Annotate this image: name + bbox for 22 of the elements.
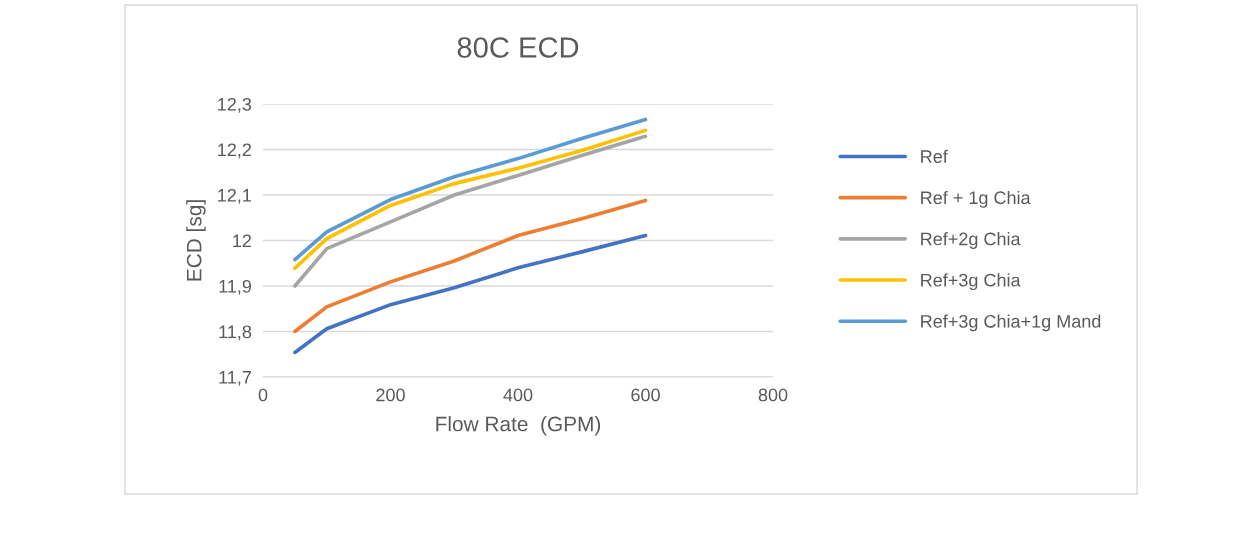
line-series <box>293 198 648 334</box>
y-axis-title: ECD [sg] <box>186 200 206 281</box>
legend-label: Ref <box>921 149 948 163</box>
y-tick-label: 11,8 <box>219 325 252 341</box>
y-tick-label: 12,2 <box>218 143 251 159</box>
chart-title: 80C ECD <box>457 37 579 58</box>
line-series <box>293 233 648 355</box>
x-tick-label: 400 <box>503 388 533 402</box>
y-tick-label: 11,7 <box>219 371 251 386</box>
legend-label: Ref+3g Chia+1g Mand <box>921 314 1101 332</box>
x-tick-label: 200 <box>376 388 405 402</box>
legend-label: Ref+2g Chia <box>921 232 1021 249</box>
x-tick-label: 600 <box>631 388 660 402</box>
legend-label: Ref+3g Chia <box>921 273 1021 291</box>
y-tick-label: 11,9 <box>219 279 252 295</box>
y-tick-label: 12,1 <box>218 188 252 204</box>
y-tick-label: 12 <box>233 234 251 248</box>
x-axis-title: Flow Rate (GPM) <box>436 416 601 436</box>
x-tick-label: 800 <box>758 388 788 402</box>
x-tick-label: 0 <box>258 388 268 402</box>
y-tick-label: 12,3 <box>218 97 252 113</box>
legend-label: Ref + 1g Chia <box>921 190 1031 208</box>
